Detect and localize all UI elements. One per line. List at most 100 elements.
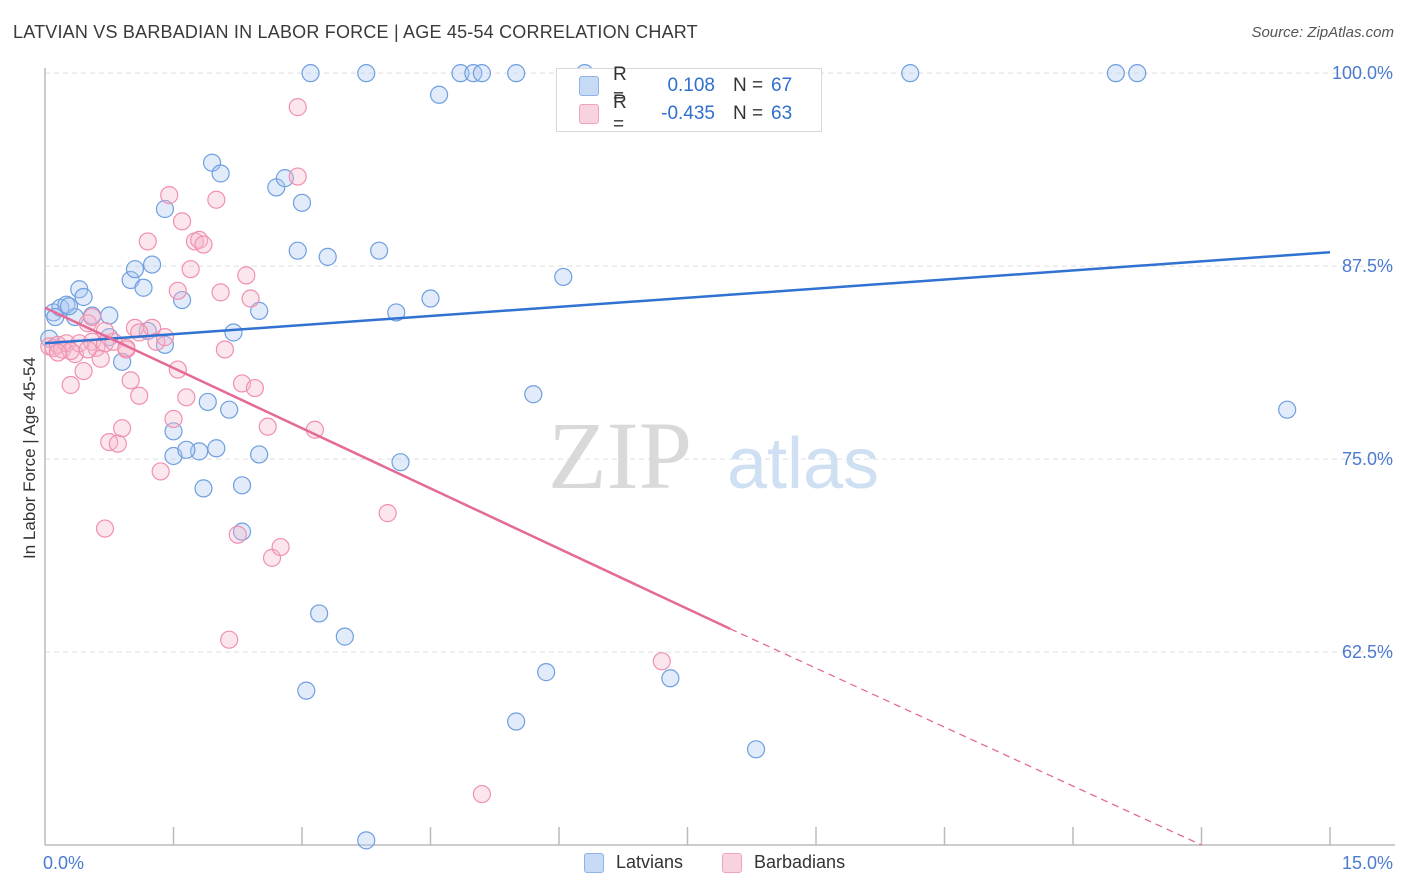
barbadian-trend-line — [44, 306, 731, 631]
barbadian-point — [130, 386, 149, 405]
correlation-legend: R = 0.108 N = 67 R = -0.435 N = 63 — [556, 64, 822, 135]
latvian-point — [537, 663, 556, 682]
latvian-point — [310, 604, 329, 623]
barbadian-point — [172, 212, 192, 231]
axes — [44, 68, 1395, 846]
latvian-point — [134, 278, 153, 297]
barbadian-point — [237, 266, 256, 285]
legend-item-barbadians[interactable]: Barbadians — [722, 852, 845, 873]
latvian-point — [177, 440, 196, 459]
barbadian-point — [472, 784, 491, 804]
latvian-point — [507, 712, 526, 731]
barbadian-point — [220, 630, 239, 649]
barbadian-point — [258, 417, 277, 436]
watermark-zip: ZIP — [548, 402, 692, 509]
y-tick-label: 75.0% — [1342, 449, 1393, 469]
latvian-point — [250, 301, 269, 320]
latvian-point — [661, 669, 680, 688]
latvian-point — [125, 260, 145, 279]
latvian-point — [59, 297, 79, 316]
latvian-point — [1278, 400, 1297, 419]
barbadian-point — [228, 525, 247, 544]
latvian-point — [198, 392, 217, 412]
latvian-point — [429, 85, 449, 104]
barbadian-point — [138, 232, 157, 251]
latvian-point — [387, 303, 406, 322]
latvian-point — [421, 289, 440, 308]
latvian-point — [232, 476, 252, 495]
barbadian-point — [245, 378, 264, 398]
barbadian-point — [207, 190, 226, 209]
barbadian-point — [164, 409, 183, 429]
barbadian-point — [112, 419, 132, 438]
barbadian-trend-extension — [730, 628, 1202, 846]
barbadian-point — [271, 537, 290, 557]
series-legend: Latvians Barbadians — [0, 852, 1406, 878]
legend-row-latvians: R = 0.108 N = 67 — [579, 64, 792, 107]
latvian-point — [207, 439, 226, 458]
barbadian-point — [181, 260, 200, 279]
latvian-point — [451, 64, 470, 83]
barbadian-point — [108, 434, 127, 453]
latvian-point — [472, 64, 491, 83]
latvian-point — [554, 267, 573, 287]
latvian-legend-label: Latvians — [616, 852, 684, 872]
latvian-legend-swatch — [584, 852, 604, 873]
r-label: R = — [613, 64, 627, 107]
barbadian-swatch — [579, 104, 599, 124]
barbadian-legend-swatch — [722, 852, 742, 873]
barbadian-point — [215, 340, 234, 359]
latvian-point — [335, 627, 354, 646]
watermark: ZIP atlas — [548, 402, 879, 509]
latvian-point — [370, 241, 389, 260]
latvian-point — [391, 453, 410, 472]
barbadian-points — [40, 98, 671, 804]
barbadian-point — [130, 323, 149, 342]
latvian-point — [100, 306, 119, 325]
chart-source: Source: ZipAtlas.com — [1251, 24, 1394, 41]
grid-lines — [45, 72, 1395, 653]
r-value: 0.108 — [667, 75, 715, 96]
barbadian-point — [160, 186, 179, 205]
y-axis-title: In Labor Force | Age 45-54 — [20, 357, 39, 559]
latvian-point — [155, 199, 175, 219]
n-label: N = — [733, 75, 764, 96]
latvian-point — [74, 287, 93, 307]
r-label: R = — [613, 92, 627, 135]
barbadian-point — [288, 98, 307, 117]
x-tick-label: 15.0% — [1342, 853, 1393, 873]
barbadian-point — [48, 343, 67, 362]
barbadian-point — [61, 375, 80, 395]
r-value: -0.435 — [661, 103, 715, 124]
latvian-point — [901, 64, 920, 83]
legend-item-latvians[interactable]: Latvians — [584, 852, 683, 873]
y-tick-label: 62.5% — [1342, 642, 1393, 662]
latvian-point — [301, 64, 320, 83]
latvian-point — [194, 479, 213, 498]
latvian-trend-line — [44, 250, 1331, 345]
latvian-point — [357, 64, 376, 83]
latvian-point — [172, 290, 192, 310]
latvian-point — [211, 164, 230, 183]
latvian-swatch — [579, 76, 599, 96]
barbadian-point — [151, 462, 170, 481]
latvian-point — [164, 422, 183, 441]
latvian-point — [357, 831, 376, 850]
latvian-point — [318, 247, 337, 266]
latvian-point — [507, 64, 526, 83]
latvian-point — [224, 323, 243, 342]
barbadian-point — [194, 235, 213, 254]
x-tick-label: 0.0% — [43, 853, 84, 873]
latvian-point — [220, 400, 239, 419]
barbadian-point — [241, 289, 260, 308]
barbadian-legend-label: Barbadians — [754, 852, 846, 872]
latvian-point — [142, 255, 162, 274]
latvian-point — [524, 385, 543, 404]
barbadian-point — [652, 652, 671, 671]
watermark-atlas: atlas — [727, 424, 879, 504]
latvian-point — [292, 193, 312, 212]
barbadian-point — [168, 281, 187, 300]
barbadian-point — [288, 167, 307, 186]
barbadian-point — [95, 519, 115, 538]
barbadian-point — [121, 371, 140, 390]
